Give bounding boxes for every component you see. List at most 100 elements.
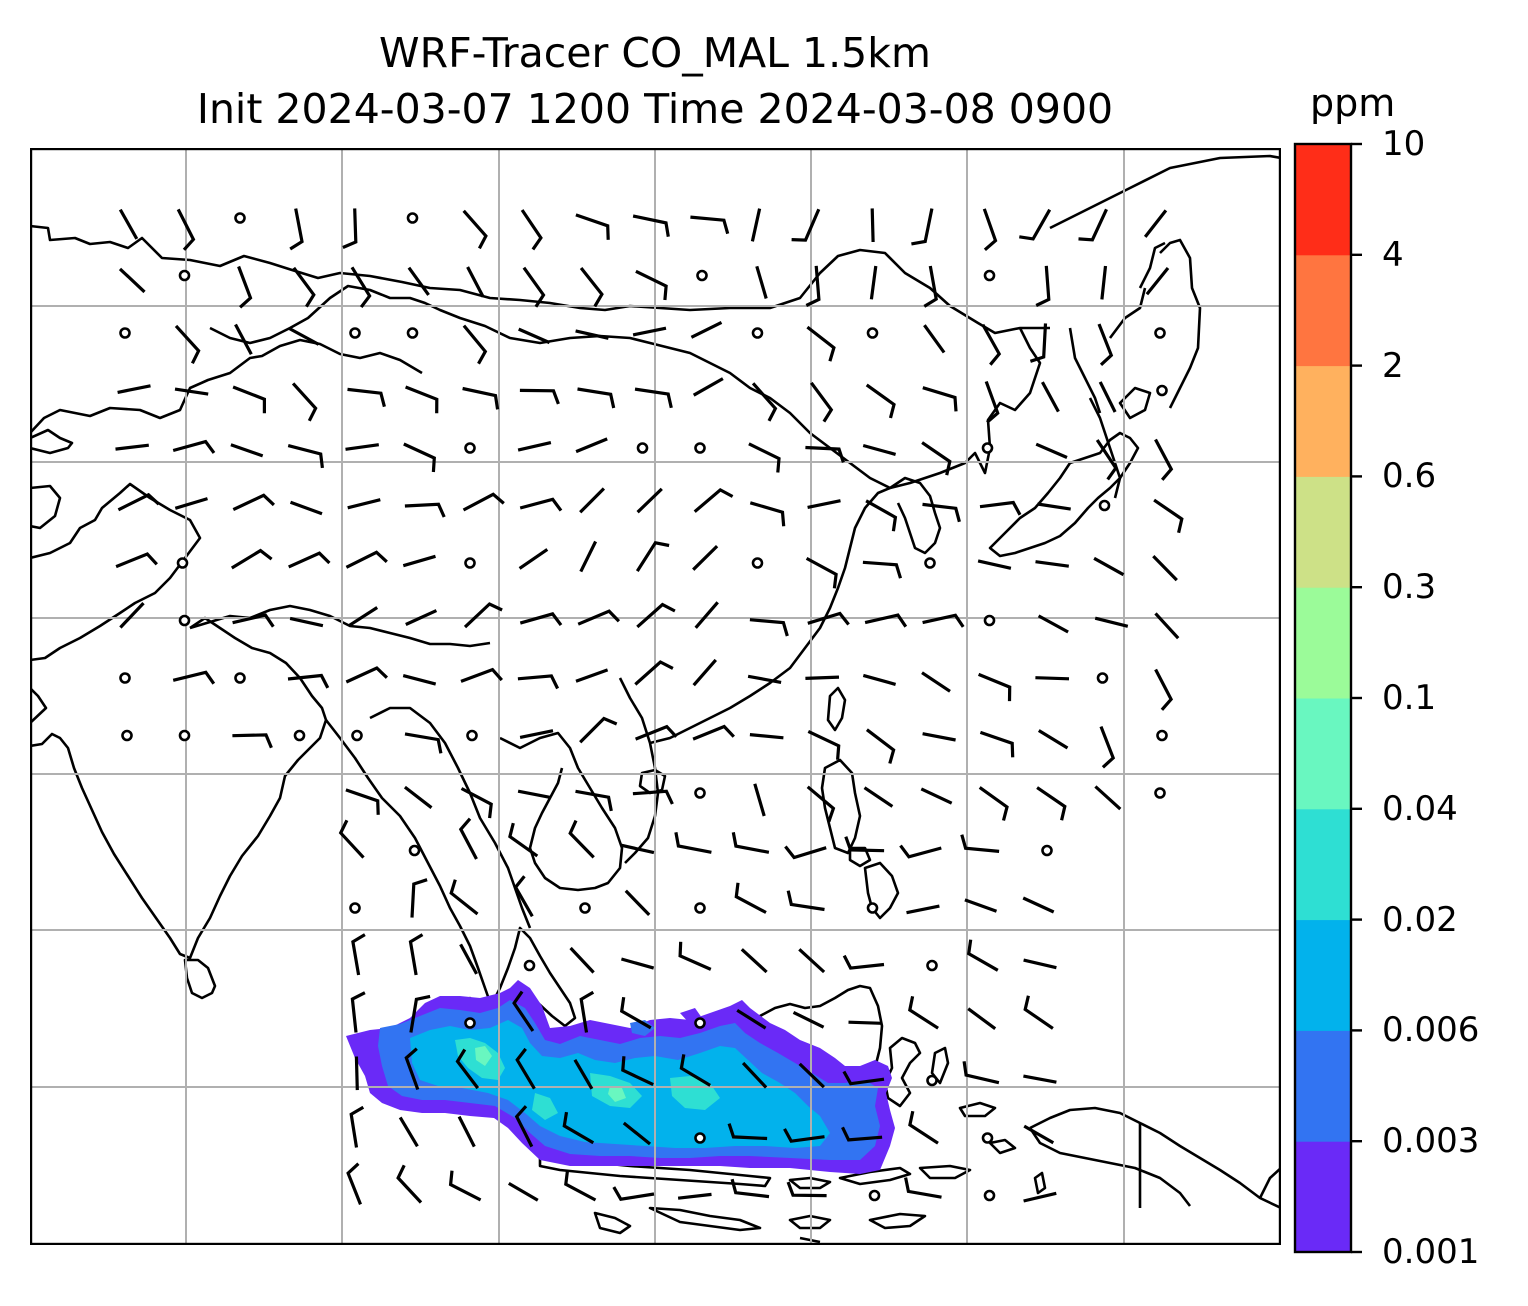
- wind-barb: [798, 1062, 826, 1089]
- wind-barb: [749, 618, 789, 637]
- wind-barb: [579, 267, 604, 308]
- calm-marker: [408, 844, 421, 857]
- wind-barb: [1078, 208, 1108, 242]
- calm-marker: [464, 1017, 476, 1029]
- wind-barb: [174, 497, 208, 510]
- wind-barb: [727, 1123, 768, 1141]
- wind-barb: [964, 898, 998, 913]
- wind-barb: [805, 265, 821, 307]
- wind-barb: [404, 1047, 420, 1091]
- wind-barb: [562, 1111, 595, 1145]
- coastlines: [30, 154, 1281, 1244]
- calm-marker: [406, 327, 419, 339]
- colorbar-tick-label: 2: [1382, 345, 1404, 386]
- wind-barb: [289, 500, 323, 516]
- calm-marker: [866, 902, 879, 914]
- wind-barb: [289, 208, 304, 251]
- wind-barb: [865, 383, 896, 419]
- wind-barb: [636, 602, 676, 629]
- wind-barb: [904, 1177, 942, 1199]
- wind-barb: [977, 559, 1012, 570]
- wind-barb: [792, 1010, 825, 1029]
- calm-marker: [119, 672, 131, 684]
- wind-barb: [842, 1070, 885, 1086]
- wind-barb: [750, 208, 762, 242]
- wind-barb: [519, 388, 560, 405]
- wind-barb: [345, 788, 380, 815]
- wind-barb: [351, 933, 366, 976]
- wind-barb: [517, 789, 552, 800]
- wind-barb: [731, 832, 770, 854]
- wind-barb: [807, 499, 841, 509]
- wind-barb: [174, 387, 209, 396]
- wind-barb: [345, 550, 388, 569]
- wind-barb: [1099, 726, 1116, 769]
- calm-marker: [1156, 729, 1168, 742]
- wind-barb: [753, 783, 766, 817]
- wind-barb: [693, 487, 734, 513]
- calm-marker: [293, 729, 306, 742]
- gridlines: [30, 148, 1281, 1245]
- wind-barb: [519, 497, 563, 512]
- calm-marker: [351, 729, 363, 742]
- wind-barb: [519, 729, 554, 739]
- colorbar-tick-label: 10: [1382, 124, 1426, 164]
- colorbar-tick-label: 0.04: [1382, 788, 1458, 829]
- calm-marker: [981, 1132, 994, 1144]
- wind-barb: [292, 266, 316, 308]
- wind-barb: [1098, 381, 1117, 413]
- wind-barb: [805, 445, 845, 463]
- calm-marker: [868, 1189, 881, 1202]
- wind-barb: [612, 1186, 655, 1201]
- wind-barb: [805, 675, 840, 680]
- calm-marker: [121, 729, 133, 742]
- colorbar-band: [1295, 476, 1351, 588]
- wind-barb: [403, 442, 436, 473]
- wind-barb: [172, 439, 216, 454]
- wind-barb: [405, 609, 438, 626]
- wind-barb: [677, 1192, 712, 1200]
- wind-barb: [869, 265, 878, 300]
- wind-barb: [786, 890, 825, 912]
- wind-barb: [1040, 381, 1060, 413]
- wind-barb: [674, 832, 712, 854]
- wind-barb: [966, 939, 999, 972]
- wind-barb: [783, 1128, 825, 1143]
- wind-barb: [408, 933, 424, 976]
- wind-barb: [1023, 995, 1054, 1030]
- calm-marker: [983, 614, 996, 627]
- wind-barb: [288, 551, 331, 569]
- wind-barb: [1154, 668, 1174, 711]
- wind-barb: [575, 329, 609, 340]
- wind-barb: [520, 209, 543, 251]
- calm-marker: [636, 442, 649, 454]
- wind-barb: [232, 613, 275, 628]
- calm-marker: [924, 557, 936, 569]
- wind-barb: [118, 208, 139, 240]
- wind-barb: [977, 672, 1012, 702]
- wind-barb: [455, 1048, 480, 1090]
- wind-barb: [734, 882, 767, 914]
- calm-marker: [178, 729, 191, 742]
- wind-barb: [409, 994, 431, 1033]
- wind-barb: [522, 266, 546, 308]
- wind-barb: [921, 671, 951, 693]
- wind-barb: [345, 443, 380, 451]
- wind-barb: [865, 499, 898, 532]
- wind-barb: [517, 441, 552, 452]
- wind-barb: [863, 786, 894, 808]
- colorbar-band: [1295, 254, 1351, 367]
- wind-barb: [692, 544, 719, 571]
- wind-barb: [459, 943, 479, 975]
- wind-barb: [634, 660, 674, 686]
- colorbar-band: [1295, 144, 1351, 256]
- wind-barb: [911, 208, 934, 246]
- wind-barb: [870, 208, 875, 243]
- wind-barb: [749, 733, 784, 740]
- calm-marker: [349, 327, 361, 339]
- wind-barb: [1037, 502, 1071, 511]
- wind-barb: [1035, 442, 1068, 459]
- wind-barb: [755, 265, 768, 299]
- calm-marker: [234, 672, 246, 684]
- wind-barb: [1035, 560, 1070, 568]
